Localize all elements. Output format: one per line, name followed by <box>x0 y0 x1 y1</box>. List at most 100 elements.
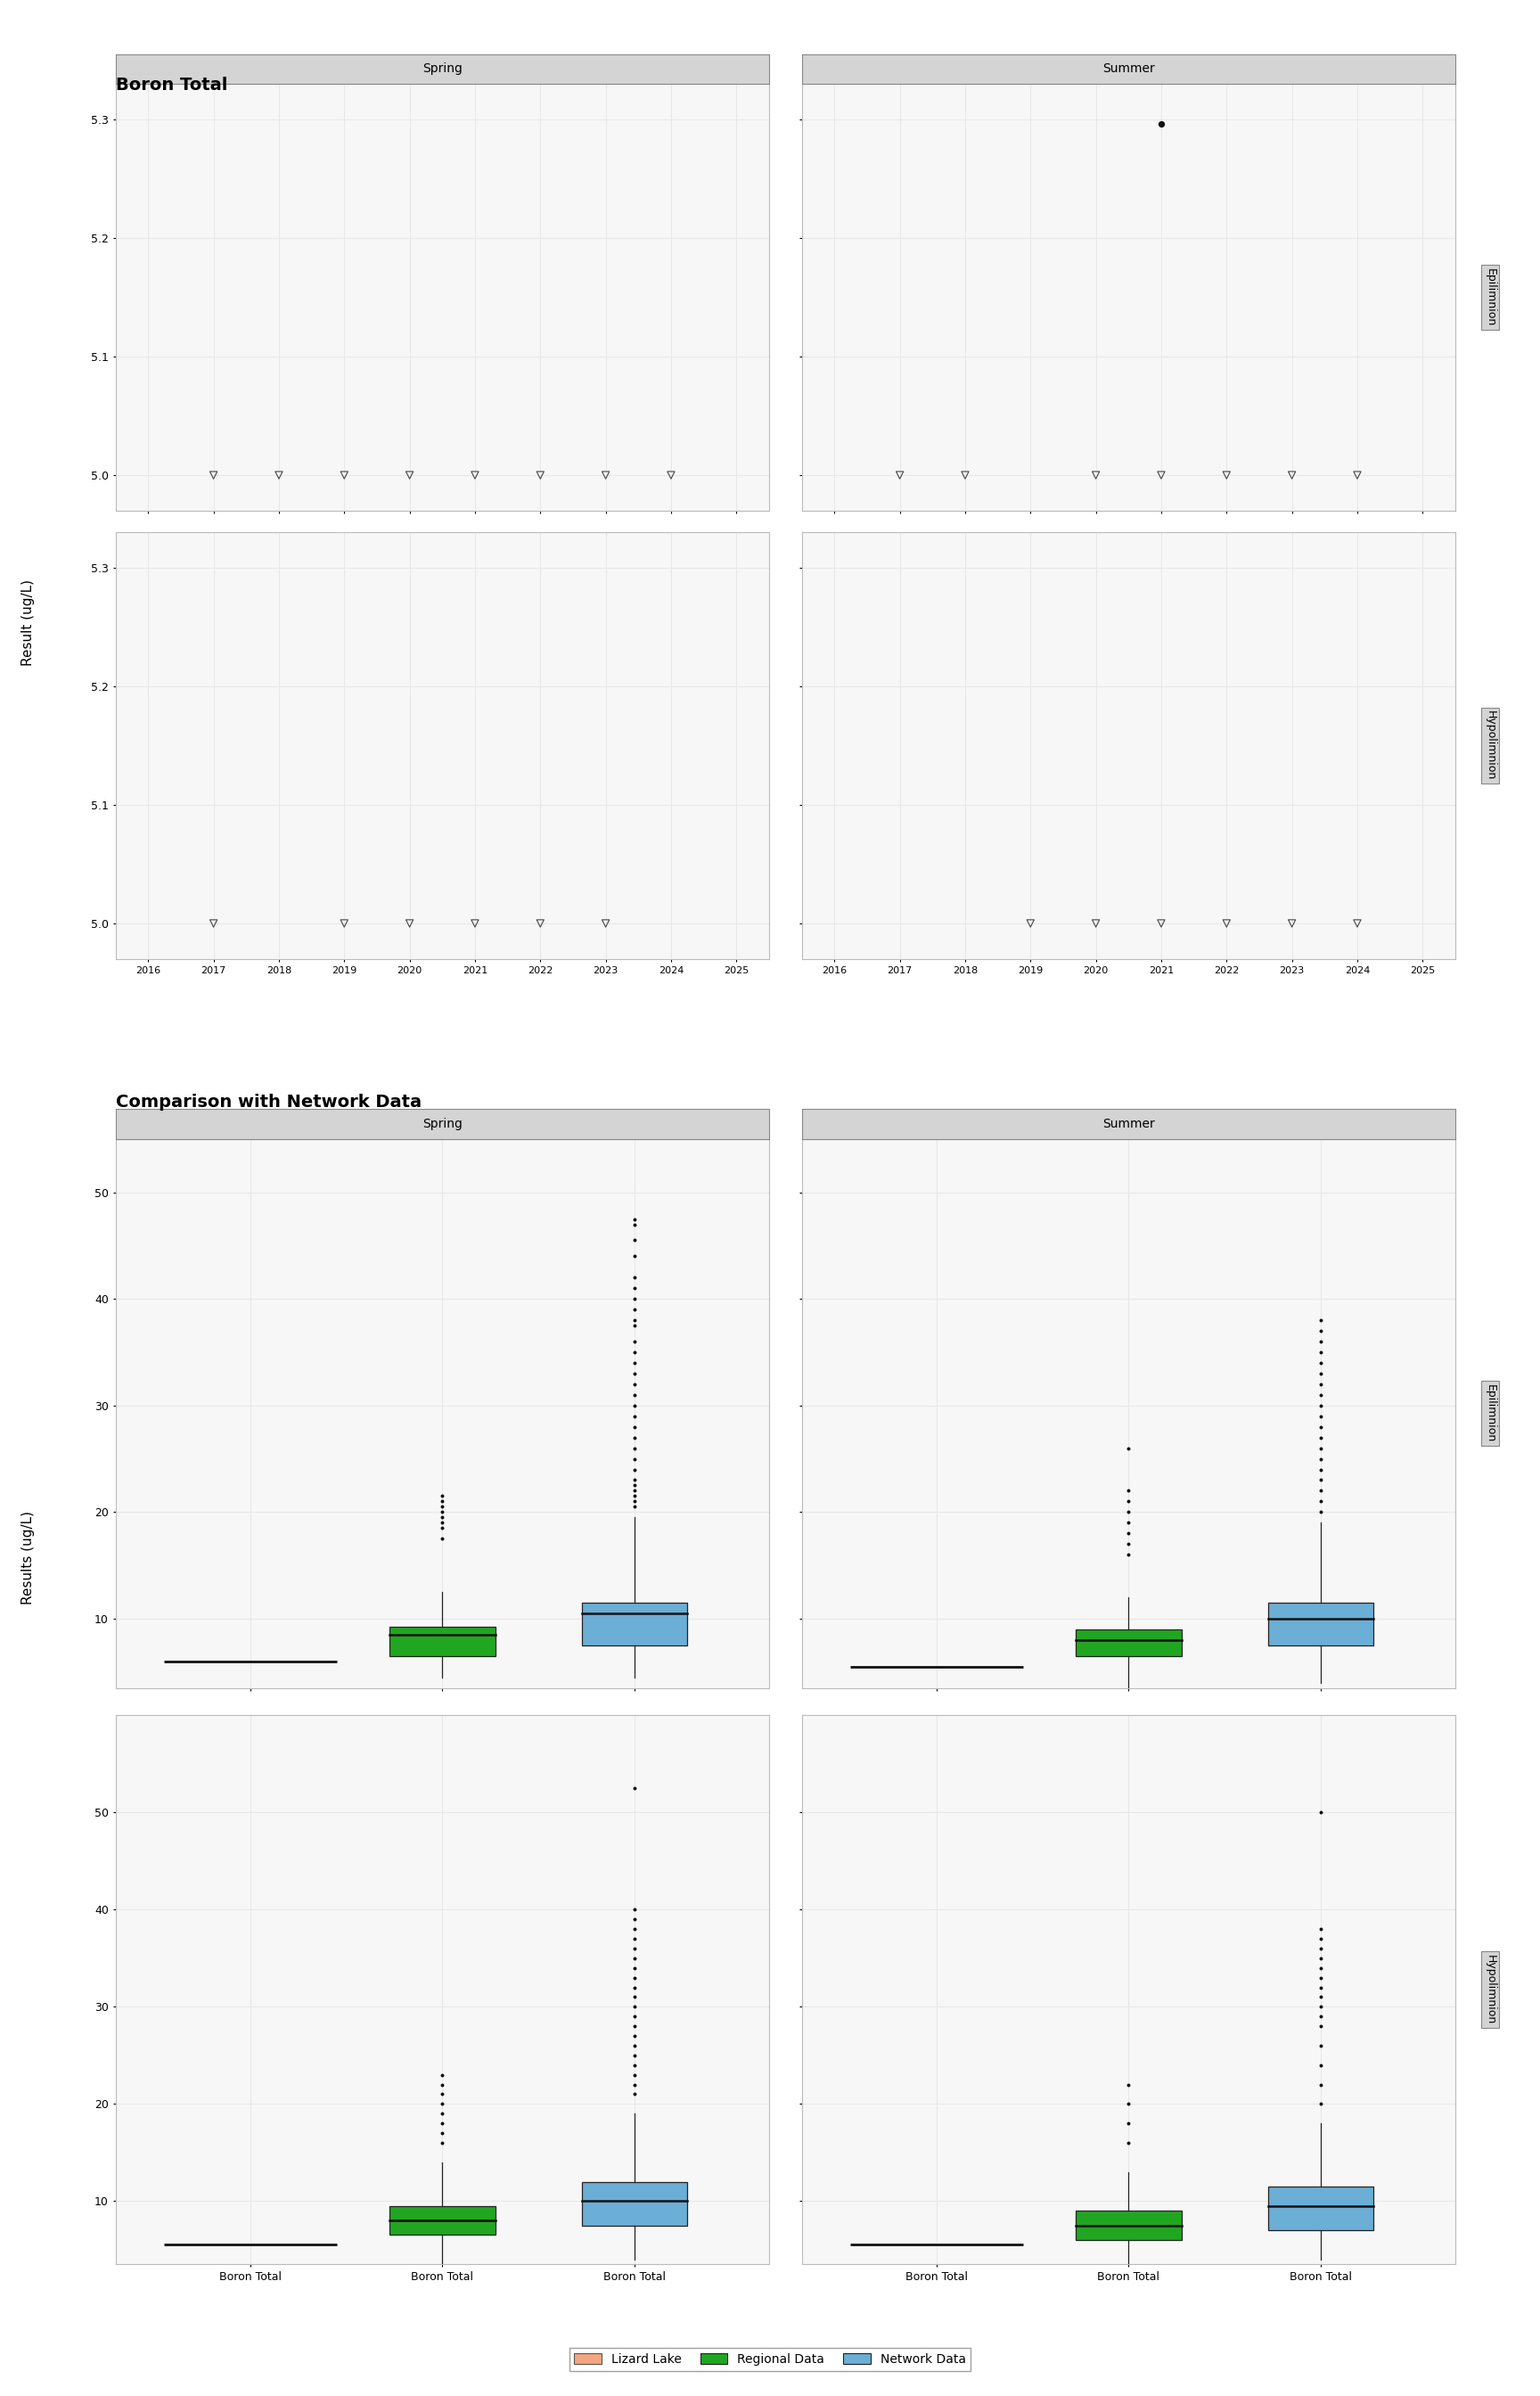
Point <box>1149 105 1173 144</box>
Point <box>430 1476 454 1514</box>
Point <box>622 1291 647 1330</box>
Point <box>1018 903 1043 942</box>
Point <box>1309 1450 1334 1488</box>
Point <box>1309 2085 1334 2123</box>
Point <box>1309 1323 1334 1361</box>
Point <box>1116 2123 1141 2161</box>
Point <box>622 1301 647 1339</box>
Point <box>1309 1311 1334 1349</box>
Point <box>622 1375 647 1414</box>
Point <box>1084 903 1109 942</box>
Point <box>622 2008 647 2046</box>
Point <box>622 1366 647 1404</box>
Bar <box>390 2207 496 2235</box>
Bar <box>1267 2188 1374 2231</box>
Point <box>1309 1910 1334 1948</box>
Point <box>622 1948 647 1986</box>
Point <box>333 903 357 942</box>
Point <box>622 1488 647 1526</box>
Point <box>622 2065 647 2104</box>
Point <box>1309 1387 1334 1426</box>
Point <box>1309 1366 1334 1404</box>
Point <box>1116 1471 1141 1509</box>
Point <box>1309 2046 1334 2085</box>
Point <box>1116 2104 1141 2142</box>
Bar <box>390 1627 496 1656</box>
Point <box>622 1462 647 1500</box>
Point <box>430 1498 454 1536</box>
Point <box>622 1890 647 1929</box>
Point <box>622 2027 647 2065</box>
Point <box>1116 1524 1141 1562</box>
Point <box>430 1488 454 1526</box>
Point <box>1309 1792 1334 1831</box>
Point <box>333 455 357 494</box>
Bar <box>1267 1603 1374 1646</box>
Point <box>622 1270 647 1308</box>
Point <box>622 1258 647 1296</box>
Point <box>622 1938 647 1977</box>
Point <box>622 1344 647 1382</box>
Point <box>953 455 978 494</box>
Bar <box>1075 2212 1181 2240</box>
Point <box>1116 2065 1141 2104</box>
Point <box>1214 455 1238 494</box>
Point <box>1309 1979 1334 2017</box>
Point <box>659 455 684 494</box>
Point <box>622 1483 647 1521</box>
Point <box>430 2104 454 2142</box>
Text: Hypolimnion: Hypolimnion <box>1485 1955 1495 2025</box>
Point <box>202 455 226 494</box>
Point <box>1309 1471 1334 1509</box>
Point <box>622 1910 647 1948</box>
Point <box>430 2094 454 2132</box>
Point <box>622 1397 647 1435</box>
Point <box>622 1919 647 1958</box>
Point <box>1309 1998 1334 2037</box>
Point <box>622 1200 647 1239</box>
Point <box>1116 1505 1141 1543</box>
Bar <box>582 2183 687 2226</box>
Point <box>887 455 912 494</box>
Point <box>430 1493 454 1531</box>
Point <box>462 903 487 942</box>
Point <box>1309 1406 1334 1445</box>
Point <box>266 455 291 494</box>
Point <box>622 1900 647 1938</box>
Text: Hypolimnion: Hypolimnion <box>1485 712 1495 781</box>
Point <box>622 1958 647 1996</box>
Point <box>622 1768 647 1807</box>
Point <box>1309 1483 1334 1521</box>
Point <box>1309 1967 1334 2005</box>
Point <box>622 1406 647 1445</box>
Point <box>430 2075 454 2113</box>
Point <box>1116 1493 1141 1531</box>
Point <box>1116 1483 1141 1521</box>
Point <box>622 1476 647 1514</box>
Point <box>1280 455 1304 494</box>
Bar <box>582 1603 687 1646</box>
Point <box>1149 903 1173 942</box>
Point <box>1309 1440 1334 1478</box>
Point <box>1309 1919 1334 1958</box>
Point <box>622 1418 647 1457</box>
Point <box>430 1483 454 1521</box>
Point <box>1309 1301 1334 1339</box>
Point <box>593 903 618 942</box>
Point <box>430 2113 454 2152</box>
Point <box>1309 1948 1334 1986</box>
Point <box>1280 903 1304 942</box>
Point <box>622 2075 647 2113</box>
Point <box>622 1450 647 1488</box>
Point <box>622 1440 647 1478</box>
Point <box>430 1509 454 1548</box>
Point <box>430 1519 454 1557</box>
Point <box>1309 1929 1334 1967</box>
Point <box>1309 1958 1334 1996</box>
Point <box>1149 455 1173 494</box>
Text: Boron Total: Boron Total <box>116 77 228 93</box>
Text: Results (ug/L): Results (ug/L) <box>22 1509 34 1605</box>
Point <box>622 1236 647 1275</box>
Point <box>622 1306 647 1344</box>
Point <box>397 455 422 494</box>
